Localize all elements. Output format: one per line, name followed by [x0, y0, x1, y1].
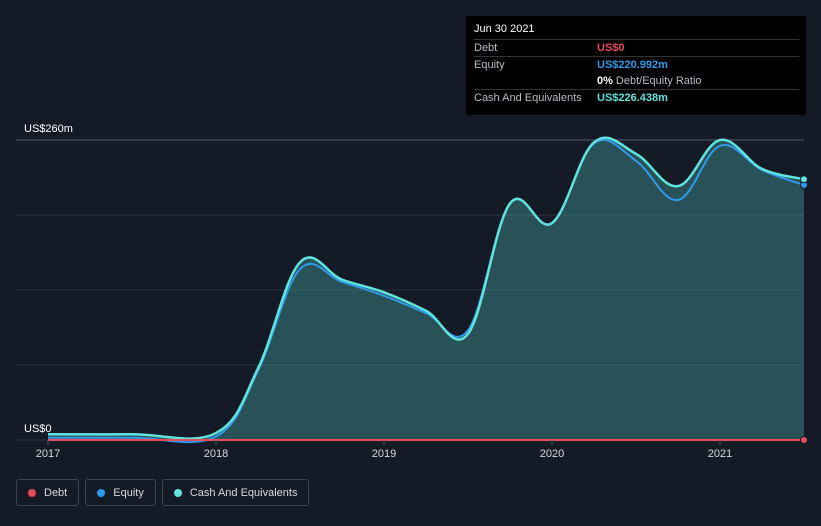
legend-item-cash[interactable]: Cash And Equivalents — [161, 479, 310, 506]
tooltip-label: Debt — [474, 42, 498, 54]
end-marker-cash-and-equivalents — [800, 175, 808, 184]
tooltip-value: 0% — [597, 75, 613, 87]
tooltip-label: Equity — [474, 59, 505, 71]
tooltip-value: US$220.992m — [597, 59, 668, 71]
tooltip-panel: Jun 30 2021 Debt US$0 Equity US$220.992m… — [466, 16, 806, 115]
tooltip-value: US$0 — [597, 42, 625, 54]
legend-item-equity[interactable]: Equity — [85, 479, 156, 506]
legend-label: Debt — [44, 486, 68, 499]
legend: Debt Equity Cash And Equivalents — [16, 479, 310, 506]
tooltip-row-ratio: 0% Debt/Equity Ratio — [474, 73, 799, 89]
tooltip-ratio-label: Debt/Equity Ratio — [615, 75, 702, 87]
y-axis-bottom-label: US$0 — [24, 423, 52, 435]
tooltip-row-equity: Equity US$220.992m — [474, 56, 799, 73]
legend-dot-icon — [28, 488, 36, 497]
legend-label: Cash And Equivalents — [189, 486, 298, 499]
end-marker-debt — [800, 436, 808, 444]
y-axis-top-label: US$260m — [24, 123, 73, 135]
x-axis-ticks: 2017 2018 2019 2020 2021 — [36, 440, 732, 460]
legend-label: Equity — [113, 486, 144, 499]
x-tick-label: 2021 — [708, 448, 732, 460]
legend-dot-icon — [173, 488, 182, 497]
legend-dot-icon — [97, 488, 106, 497]
x-tick-label: 2018 — [204, 448, 228, 460]
tooltip-row-debt: Debt US$0 — [474, 39, 799, 56]
x-tick-label: 2020 — [540, 448, 564, 460]
cash-series-line — [47, 136, 805, 440]
end-markers — [800, 175, 808, 444]
legend-item-debt[interactable]: Debt — [16, 479, 80, 506]
cash-area-fill — [48, 137, 804, 440]
tooltip-row-cash: Cash And Equivalents US$226.438m — [474, 89, 799, 106]
tooltip-date: Jun 30 2021 — [474, 23, 535, 35]
x-tick-label: 2019 — [372, 448, 396, 460]
x-tick-label: 2017 — [36, 448, 60, 460]
tooltip-value: US$226.438m — [597, 92, 668, 104]
tooltip-label: Cash And Equivalents — [474, 92, 582, 104]
